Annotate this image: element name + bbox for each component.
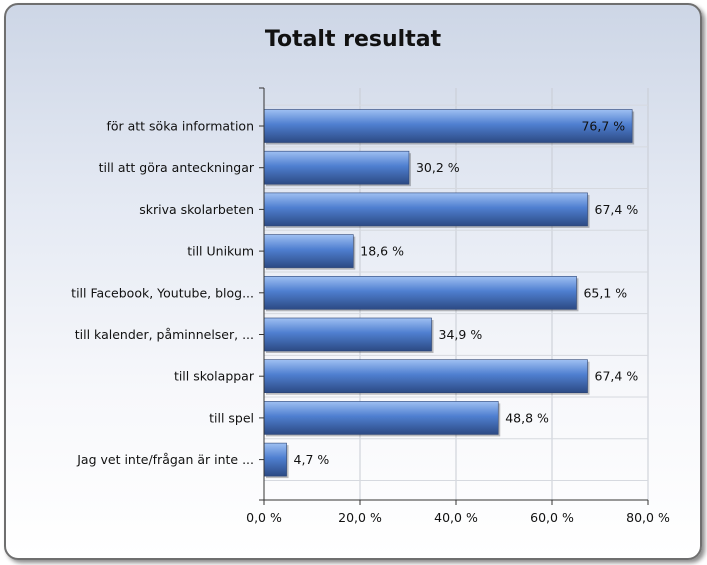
bar [263,275,577,310]
x-tick-label: 80,0 % [626,510,670,525]
x-tick-label: 60,0 % [530,510,574,525]
category-label: Jag vet inte/frågan är inte ... [76,452,254,467]
bar [263,317,432,352]
category-label: till Facebook, Youtube, blog... [71,285,254,300]
value-label: 18,6 % [360,244,404,259]
x-tick-label: 20,0 % [338,510,382,525]
x-tick-label: 0,0 % [246,510,282,525]
category-label: till att göra anteckningar [99,160,255,175]
bar [263,401,499,435]
category-label: för att söka information [106,119,254,134]
value-label: 67,4 % [595,202,639,217]
bar [263,359,588,394]
chart-title: Totalt resultat [264,27,442,52]
bar [263,234,354,268]
value-label: 65,1 % [583,285,627,300]
category-label: till kalender, påminnelser, ... [75,327,254,342]
bar [263,150,410,185]
bar [263,192,588,227]
category-label: skriva skolarbeten [139,202,254,217]
category-label: till skolappar [174,369,255,384]
value-label: 34,9 % [439,327,483,342]
x-tick-label: 40,0 % [434,510,478,525]
value-label: 67,4 % [595,369,639,384]
value-label: 4,7 % [294,452,330,467]
bar [263,442,287,477]
value-label: 76,7 % [581,119,625,134]
value-label: 48,8 % [505,410,549,425]
category-label: till Unikum [187,244,254,259]
value-label: 30,2 % [416,160,460,175]
bar [263,109,633,143]
category-label: till spel [209,410,254,425]
